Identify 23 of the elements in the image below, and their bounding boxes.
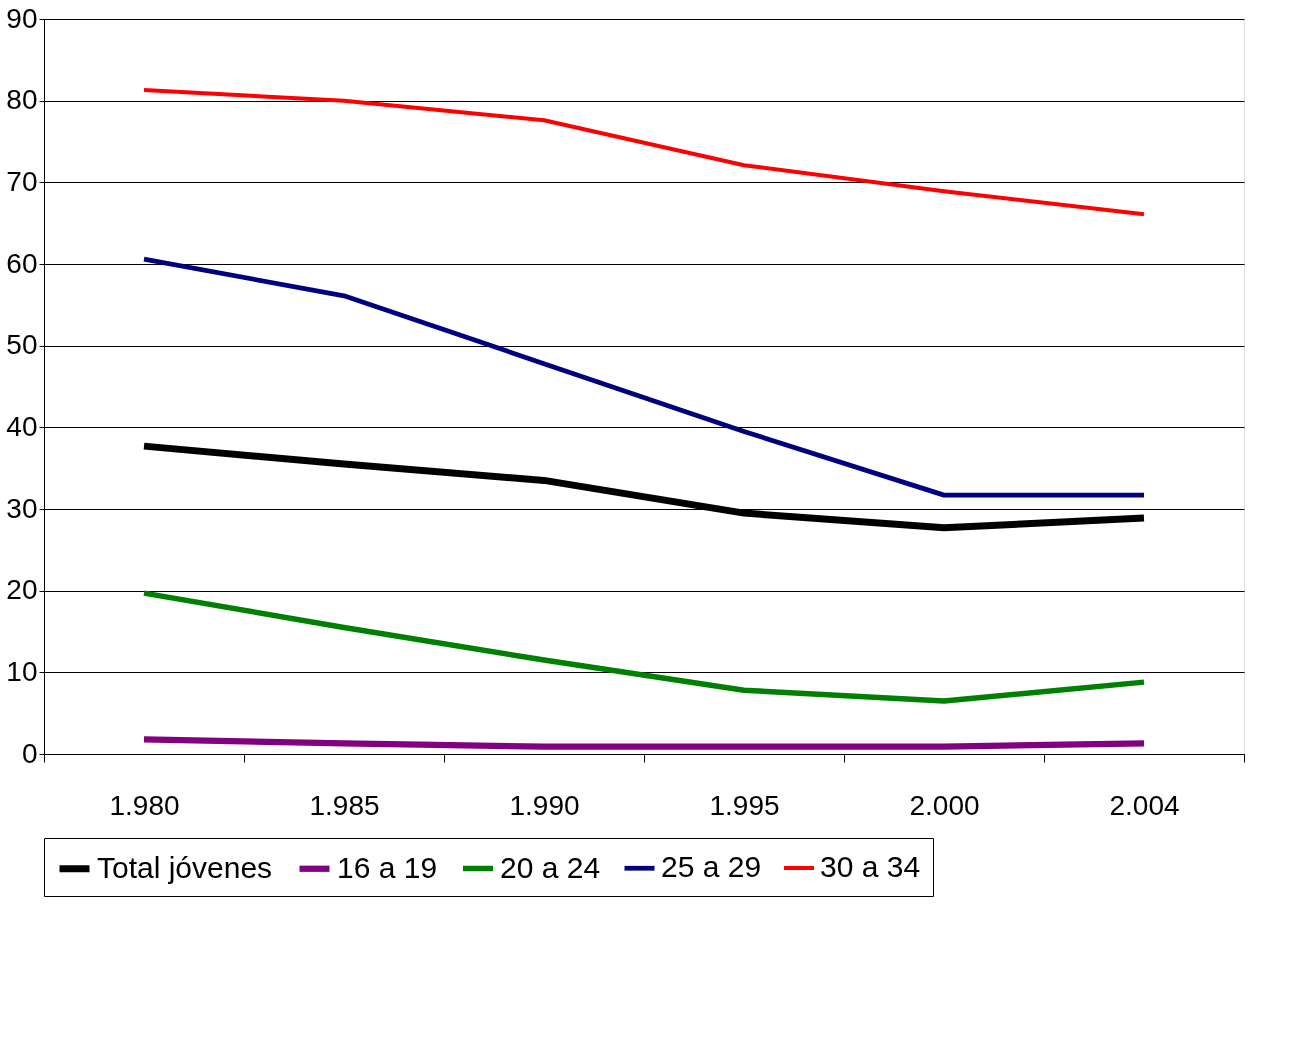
y-tick-label: 20 <box>6 574 38 606</box>
x-tick-label: 1.990 <box>509 789 580 821</box>
y-tick-label: 30 <box>6 492 38 524</box>
line-series <box>142 88 1146 217</box>
y-tick-label: 90 <box>6 2 38 34</box>
y-tick-label: 10 <box>6 655 38 687</box>
y-tick-label: 0 <box>21 737 38 769</box>
x-tick-label: 1.995 <box>709 789 780 821</box>
y-tick-label: 60 <box>6 247 38 279</box>
x-tick-label: 2.004 <box>1109 789 1180 821</box>
y-tick-label: 80 <box>6 84 38 116</box>
y-tick-label: 70 <box>6 165 38 197</box>
x-tick-label: 2.000 <box>909 789 980 821</box>
legend-label: 16 a 19 <box>337 850 438 884</box>
legend-label: 30 a 34 <box>820 850 921 883</box>
y-tick-label: 50 <box>6 329 38 361</box>
legend-label: 25 a 29 <box>661 850 762 884</box>
legend-label: 20 a 24 <box>500 850 601 884</box>
x-tick-label: 1.980 <box>109 789 180 821</box>
legend-label: Total jóvenes <box>97 850 273 884</box>
y-tick-label: 40 <box>6 410 38 442</box>
x-tick-label: 1.985 <box>309 789 380 821</box>
line-series <box>141 256 1147 498</box>
